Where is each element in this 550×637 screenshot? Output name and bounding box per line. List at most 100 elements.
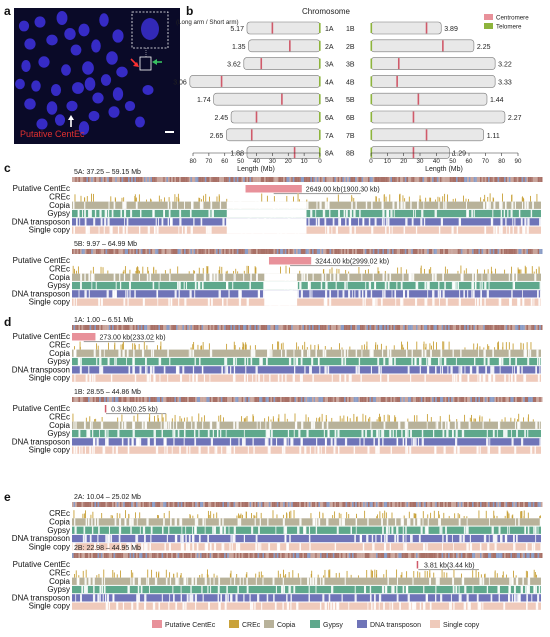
lane-gap xyxy=(192,577,194,585)
ruler-segment xyxy=(297,397,300,402)
ruler-segment xyxy=(492,397,495,402)
ruler-segment xyxy=(163,397,165,402)
lane-gap xyxy=(133,543,136,551)
crec-mark xyxy=(85,569,87,578)
crec-mark xyxy=(475,418,477,422)
ruler-segment xyxy=(153,249,156,254)
lane-gap xyxy=(440,594,443,602)
crec-mark xyxy=(438,510,440,519)
ruler-segment xyxy=(228,502,231,507)
ruler-segment xyxy=(427,397,429,402)
lane-gap xyxy=(317,357,320,366)
ruler-segment xyxy=(468,177,471,182)
ruler-segment xyxy=(158,502,161,507)
crec-mark xyxy=(135,270,137,274)
crec-mark xyxy=(316,417,318,422)
lane-gap xyxy=(113,290,116,298)
lane-gap xyxy=(378,594,382,602)
ruler-segment xyxy=(366,553,369,558)
lane-gap xyxy=(450,602,452,610)
lane-gap xyxy=(292,374,295,382)
ruler-segment xyxy=(120,249,122,254)
ruler-segment xyxy=(478,502,481,507)
lane-gap xyxy=(246,585,249,594)
ruler-segment xyxy=(150,502,153,507)
ruler-segment xyxy=(443,177,445,182)
crec-mark xyxy=(356,513,357,519)
crec-mark xyxy=(176,196,178,202)
ruler-segment xyxy=(499,325,501,330)
crec-mark xyxy=(319,416,321,422)
ruler-segment xyxy=(270,325,273,330)
crec-mark xyxy=(487,196,489,202)
lane-gap xyxy=(393,585,395,594)
ruler-segment xyxy=(88,249,90,254)
lane-gap xyxy=(445,421,447,429)
chromosome-name: 8B xyxy=(346,151,355,158)
crec-mark xyxy=(522,196,523,202)
ruler-segment xyxy=(264,177,266,182)
ruler-segment xyxy=(120,177,122,182)
ruler-segment xyxy=(155,249,157,254)
ruler-segment xyxy=(134,249,137,254)
ruler-segment xyxy=(313,397,316,402)
ruler-segment xyxy=(328,553,330,558)
lane-gap xyxy=(175,602,178,610)
lane-gap xyxy=(82,534,85,543)
legend-label: Single copy xyxy=(443,622,480,629)
lane-gap xyxy=(501,226,503,234)
inset-box xyxy=(131,11,169,49)
lane-gap xyxy=(515,518,516,526)
ruler-segment xyxy=(336,397,338,402)
ruler-segment xyxy=(518,397,521,402)
lane-gap xyxy=(150,543,151,551)
ruler-segment xyxy=(180,325,183,330)
ruler-segment xyxy=(347,502,349,507)
ruler-segment xyxy=(150,249,153,254)
crec-mark xyxy=(314,345,316,350)
lane-gap xyxy=(476,446,479,454)
ruler-segment xyxy=(232,397,234,402)
ruler-segment xyxy=(292,249,295,254)
crec-mark xyxy=(523,417,524,422)
lane-gap xyxy=(168,298,170,306)
lane-gap xyxy=(126,226,128,234)
lane-gap xyxy=(168,209,171,218)
ruler-segment xyxy=(332,397,335,402)
ruler-segment xyxy=(120,397,122,402)
ruler-segment xyxy=(344,177,346,182)
right-axis-label: Length (Mb) xyxy=(425,166,463,173)
lane-gap xyxy=(87,518,90,526)
ruler-segment xyxy=(91,397,93,402)
ruler-segment xyxy=(184,397,186,402)
ruler-segment xyxy=(315,249,317,254)
lane-gap xyxy=(169,421,172,429)
ruler-segment xyxy=(382,502,385,507)
ruler-segment xyxy=(356,397,359,402)
lane-gap xyxy=(458,298,461,306)
lane-gap xyxy=(124,201,127,209)
lane-gap xyxy=(375,534,377,543)
lane-gap xyxy=(120,209,123,218)
lane-gap xyxy=(382,273,385,281)
ruler-segment xyxy=(379,177,381,182)
crec-mark xyxy=(426,414,428,422)
ruler-segment xyxy=(147,249,149,254)
ruler-segment xyxy=(168,177,170,182)
ruler-segment xyxy=(153,177,156,182)
lane-gap xyxy=(260,543,262,551)
ruler-segment xyxy=(334,249,337,254)
ruler-segment xyxy=(121,397,124,402)
ruler-segment xyxy=(288,502,290,507)
ruler-segment xyxy=(424,177,426,182)
ruler-segment xyxy=(211,397,213,402)
ruler-segment xyxy=(214,177,217,182)
ruler-segment xyxy=(192,177,194,182)
lane-gap xyxy=(381,429,385,438)
crec-mark xyxy=(476,269,478,274)
ruler-segment xyxy=(449,553,452,558)
ruler-segment xyxy=(230,553,233,558)
ruler-segment xyxy=(409,553,412,558)
ruler-segment xyxy=(235,397,237,402)
ruler-segment xyxy=(92,502,95,507)
